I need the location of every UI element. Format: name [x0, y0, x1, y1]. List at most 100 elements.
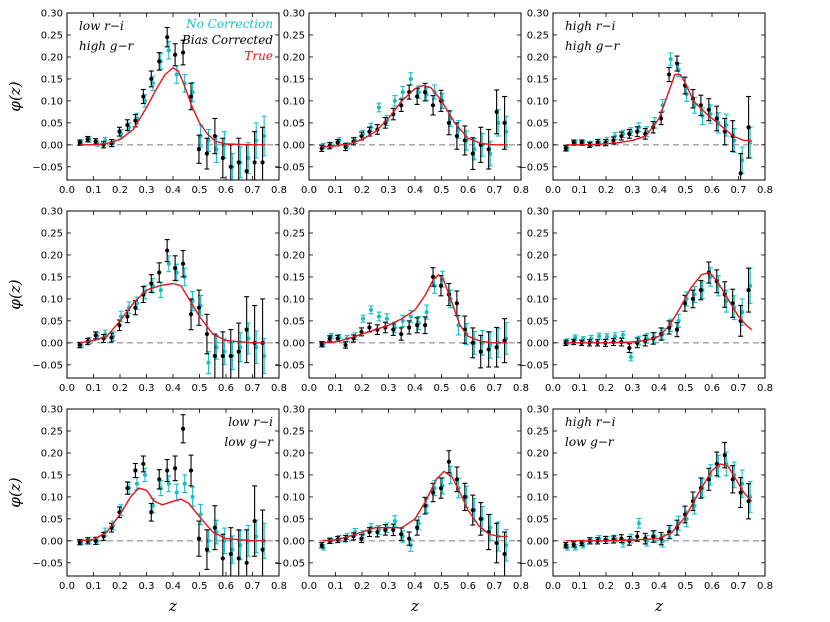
y-tick-label: 0.05 — [283, 514, 305, 525]
x-tick-label: 0.1 — [572, 383, 588, 394]
bias-corrected-point — [746, 499, 751, 504]
panel-annotation: low r−i — [79, 19, 124, 33]
true-curve — [80, 67, 266, 146]
y-tick-label: −0.05 — [518, 162, 549, 173]
bias-corrected-point — [252, 160, 257, 165]
bias-corrected-point — [228, 164, 233, 169]
bias-corrected-point — [486, 147, 491, 152]
bias-corrected-point — [188, 312, 194, 317]
bias-corrected-point — [563, 543, 568, 548]
panel-p22: 0.0 0.1 0.2 0.3 0.4 0.5 0.6 0.7 0.8 −0.05 0.00 0.05… — [274, 207, 529, 395]
y-tick-label: −0.05 — [32, 162, 63, 173]
no-correction-point — [400, 318, 405, 323]
y-tick-label: 0.30 — [527, 9, 549, 20]
bias-corrected-point — [93, 538, 98, 543]
plot-area — [309, 450, 521, 576]
no-correction-point — [190, 494, 195, 499]
bias-corrected-point — [165, 35, 170, 40]
y-tick-label: −0.05 — [274, 162, 305, 173]
panel-p12: 0.0 0.1 0.2 0.3 0.4 0.5 0.6 0.7 0.8 −0.05 0.00 0.05… — [274, 9, 529, 197]
x-tick-label: 0.5 — [434, 185, 450, 196]
x-tick-label: 0.3 — [625, 185, 641, 196]
bias-corrected-point — [415, 323, 420, 328]
true-curve — [322, 84, 508, 148]
bias-corrected-point — [666, 72, 672, 77]
true-curve — [566, 271, 753, 344]
bias-corrected-point — [141, 94, 146, 99]
x-tick-label: 0.0 — [301, 383, 317, 394]
y-tick-label: 0.30 — [283, 9, 305, 20]
x-axis-label: z — [654, 597, 663, 615]
bias-corrected-point — [212, 353, 217, 359]
bias-corrected-point — [212, 133, 217, 139]
true-curve — [322, 470, 508, 542]
bias-corrected-point — [579, 140, 584, 145]
x-tick-label: 0.8 — [271, 185, 287, 196]
bias-corrected-point — [77, 140, 82, 145]
plot-area — [67, 414, 279, 576]
x-tick-label: 0.4 — [407, 185, 423, 196]
bias-corrected-point — [157, 270, 162, 275]
x-tick-label: 0.4 — [165, 185, 181, 196]
x-tick-label: 0.5 — [678, 185, 694, 196]
plot-area — [67, 26, 279, 180]
y-tick-label: 0.05 — [283, 316, 305, 327]
y-tick-label: 0.25 — [41, 426, 63, 437]
no-correction-point — [368, 307, 374, 312]
x-axis-label: z — [410, 597, 419, 615]
bias-corrected-point — [698, 288, 703, 293]
bias-corrected-point — [125, 486, 130, 491]
bias-corrected-point — [470, 151, 475, 156]
bias-corrected-point — [746, 125, 751, 130]
bias-corrected-point — [454, 301, 459, 306]
x-tick-label: 0.0 — [545, 581, 561, 592]
x-tick-label: 0.1 — [572, 185, 588, 196]
x-tick-label: 0.5 — [192, 383, 208, 394]
no-correction-point — [384, 316, 390, 321]
y-tick-label: 0.10 — [527, 96, 549, 107]
bias-corrected-point — [260, 160, 265, 165]
y-tick-label: 0.15 — [527, 470, 549, 481]
bias-corrected-point — [446, 459, 452, 464]
x-tick-label: 0.5 — [192, 581, 208, 592]
x-tick-label: 0.3 — [625, 383, 641, 394]
bias-corrected-point — [571, 140, 576, 145]
y-tick-label: 0.30 — [41, 405, 63, 416]
bias-corrected-point — [85, 137, 90, 142]
bias-corrected-point — [125, 122, 130, 128]
x-tick-label: 0.6 — [218, 185, 234, 196]
x-tick-label: 0.1 — [328, 383, 344, 394]
bias-corrected-point — [335, 336, 340, 341]
bias-corrected-point — [430, 490, 436, 495]
y-tick-label: 0.20 — [41, 250, 63, 261]
x-tick-label: 0.1 — [86, 383, 102, 394]
no-correction-point — [206, 360, 211, 365]
panel-p11: 0.0 0.1 0.2 0.3 0.4 0.5 0.6 0.7 0.8 −0.05 0.00 0.05… — [6, 9, 287, 197]
x-tick-label: 0.2 — [112, 581, 128, 592]
panel-p31: 0.0 0.1 0.2 0.3 0.4 0.5 0.6 0.7 0.8 −0.05 0.00 0.05… — [6, 405, 287, 616]
x-tick-label: 0.2 — [112, 185, 128, 196]
x-tick-label: 0.4 — [651, 383, 667, 394]
bias-corrected-point — [367, 129, 372, 134]
x-tick-label: 0.2 — [354, 383, 370, 394]
x-tick-label: 0.5 — [678, 581, 694, 592]
y-tick-label: 0.10 — [527, 492, 549, 503]
bias-corrected-point — [149, 510, 154, 515]
y-tick-label: 0.20 — [527, 250, 549, 261]
bias-corrected-point — [109, 335, 114, 340]
bias-corrected-point — [415, 525, 420, 530]
bias-corrected-point — [93, 139, 98, 144]
x-tick-label: 0.8 — [513, 383, 529, 394]
no-correction-point — [134, 481, 140, 486]
panel-p23: 0.0 0.1 0.2 0.3 0.4 0.5 0.6 0.7 0.8 −0.05 0.00 0.05… — [518, 207, 773, 395]
bias-corrected-point — [196, 536, 202, 541]
y-tick-label: 0.25 — [41, 228, 63, 239]
bias-corrected-point — [173, 466, 178, 471]
bias-corrected-point — [157, 477, 162, 482]
true-curve — [80, 282, 266, 344]
y-tick-label: 0.15 — [41, 272, 63, 283]
no-correction-point — [628, 354, 634, 360]
y-tick-label: 0.05 — [41, 118, 63, 129]
panel-annotation: low g−r — [224, 435, 274, 449]
